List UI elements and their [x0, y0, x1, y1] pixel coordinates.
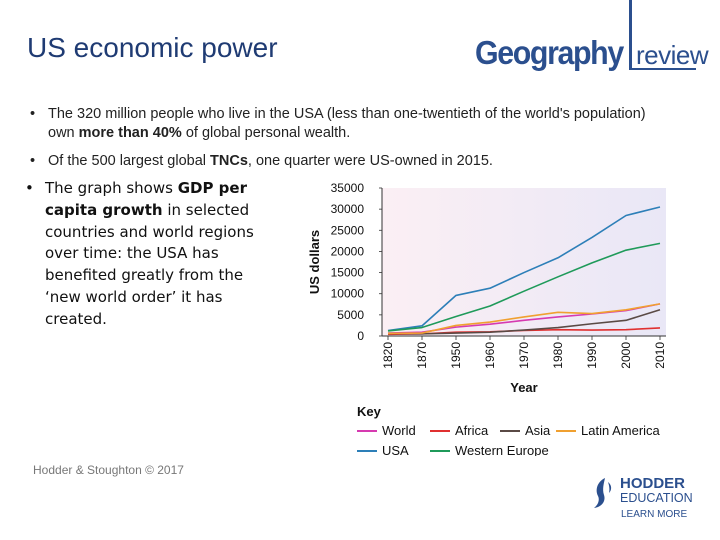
copyright-footer: Hodder & Stoughton © 2017	[33, 463, 184, 477]
x-axis-label: Year	[510, 380, 537, 395]
side-text-part: The graph shows	[45, 179, 178, 197]
geography-review-logo: Geography review	[470, 0, 709, 90]
series-line-latin-america	[387, 303, 661, 335]
hodder-education-logo: HODDER EDUCATION LEARN MORE	[592, 473, 702, 523]
side-emphasis: GDP per capita growth	[45, 179, 247, 219]
logo-divider	[629, 0, 632, 70]
x-tick-label: 1960	[483, 342, 497, 369]
hodder-name: HODDER	[620, 475, 686, 492]
legend-label-western-europe: Western Europe	[455, 443, 549, 456]
logo-underline	[631, 68, 696, 70]
y-tick-label: 35000	[331, 181, 365, 195]
y-tick-label: 5000	[337, 308, 364, 322]
y-tick-label: 25000	[331, 223, 365, 237]
legend-label-latin-america: Latin America	[581, 423, 661, 438]
graph-description: • The graph shows GDP per capita growth …	[25, 178, 255, 331]
legend-label-usa: USA	[382, 443, 409, 456]
bullet-text: , one quarter were US-owned in 2015.	[247, 153, 493, 169]
bullet-marker: •	[25, 179, 34, 197]
bullet-emphasis: more than 40%	[78, 125, 182, 141]
hodder-tagline: LEARN MORE	[621, 509, 688, 520]
y-tick-label: 0	[357, 329, 364, 343]
y-axis-label: US dollars	[307, 230, 322, 294]
bullet-item: • Of the 500 largest global TNCs, one qu…	[30, 152, 670, 171]
y-tick-label: 20000	[331, 244, 365, 258]
x-tick-label: 1980	[551, 342, 565, 369]
page-title: US economic power	[27, 32, 278, 63]
bullet-emphasis: TNCs	[210, 153, 248, 169]
bullet-text: The 320 million people who live in the U…	[48, 106, 646, 141]
hodder-education-text: EDUCATION	[620, 491, 693, 505]
x-tick-label: 1970	[517, 342, 531, 369]
y-tick-label: 30000	[331, 202, 365, 216]
bullet-marker: •	[30, 153, 36, 169]
x-tick-label: 1820	[381, 342, 395, 369]
logo-geography-text: Geography	[475, 34, 624, 71]
gdp-per-capita-chart: 0 5000 10000 15000 20000 25000 30000 35000 US do…	[307, 181, 667, 456]
bullet-item: • The 320 million people who live in the…	[30, 105, 670, 143]
series-line-western-europe	[387, 242, 661, 332]
x-tick-label: 1870	[415, 342, 429, 369]
legend-title: Key	[357, 404, 382, 419]
y-tick-label: 10000	[331, 287, 365, 301]
x-tick-label: 1990	[585, 342, 599, 369]
bullet-text: Of the 500 largest global	[48, 153, 211, 169]
legend-label-asia: Asia	[525, 423, 551, 438]
hodder-mark-icon	[594, 478, 612, 508]
bullet-list: • The 320 million people who live in the…	[30, 105, 670, 180]
series-line-asia	[387, 309, 661, 335]
series-line-usa	[387, 206, 661, 332]
bullet-text: of global personal wealth.	[181, 125, 351, 141]
y-tick-label: 15000	[331, 266, 365, 280]
x-tick-label: 1950	[449, 342, 463, 369]
graph-description-text: The graph shows GDP per capita growth in…	[25, 178, 255, 331]
plot-background	[382, 188, 666, 336]
x-tick-label: 2000	[619, 342, 633, 369]
legend-label-world: World	[382, 423, 416, 438]
legend-label-africa: Africa	[455, 423, 489, 438]
logo-review-text: review	[636, 40, 709, 70]
x-tick-label: 2010	[653, 342, 667, 369]
bullet-marker: •	[30, 106, 36, 122]
side-text-part: in selected countries and world regions …	[45, 200, 254, 328]
